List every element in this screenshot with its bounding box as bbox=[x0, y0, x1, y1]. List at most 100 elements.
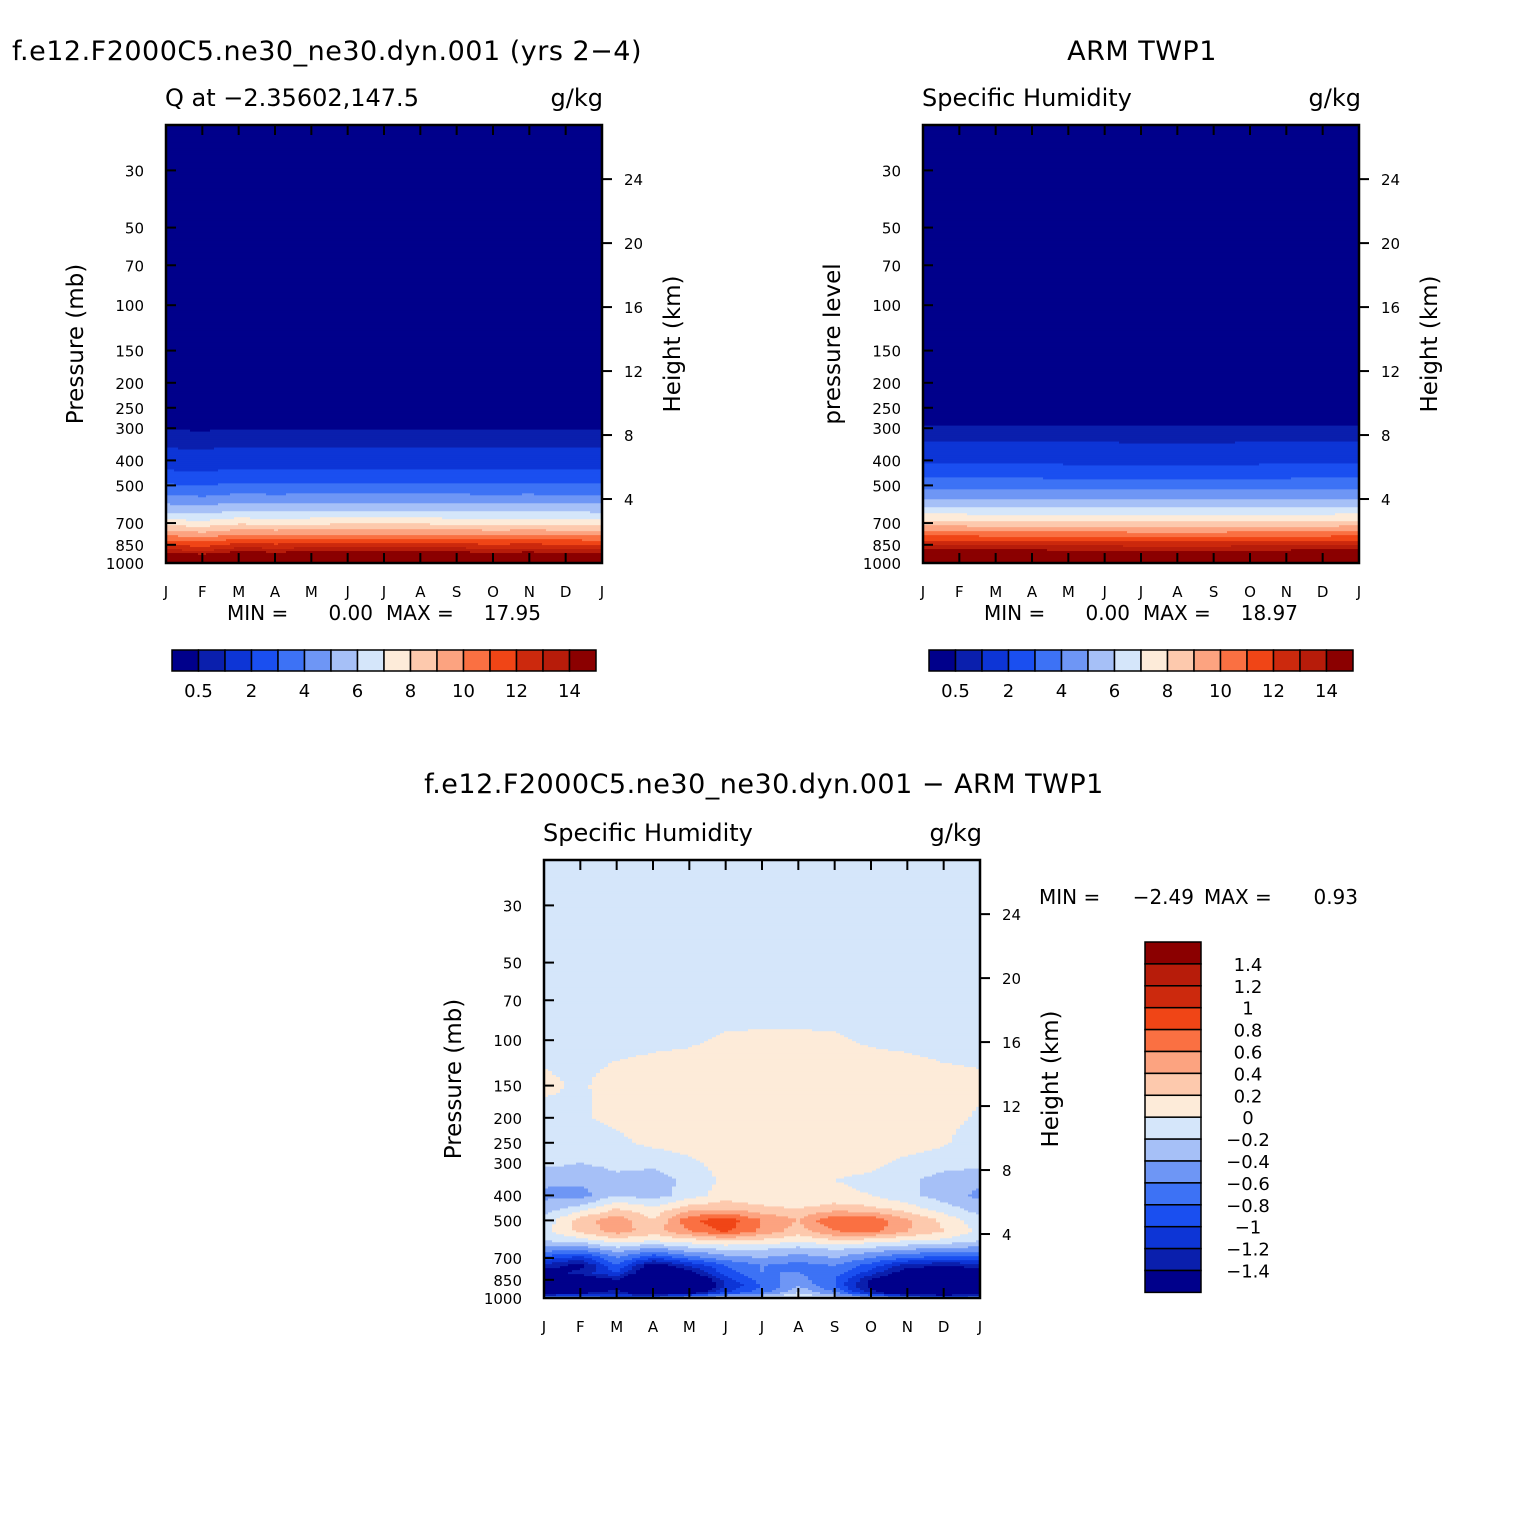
heatmap-cell bbox=[596, 1222, 633, 1225]
x-tick-label: J bbox=[541, 1318, 546, 1336]
colorbar-box bbox=[1144, 1269, 1202, 1294]
x-tick-label: F bbox=[576, 1318, 585, 1336]
heatmap-cell bbox=[166, 232, 602, 236]
heatmap-cell bbox=[544, 961, 980, 965]
heatmap-cell bbox=[644, 1262, 673, 1265]
heatmap-cell bbox=[880, 1196, 929, 1200]
heatmap-cell bbox=[923, 373, 1359, 377]
heatmap-cell bbox=[214, 447, 602, 451]
heatmap-cell bbox=[544, 1029, 749, 1032]
heatmap-cell bbox=[604, 1166, 709, 1170]
heatmap-cell bbox=[672, 1049, 889, 1052]
y-tick-label: 500 bbox=[115, 477, 144, 495]
heatmap-cell bbox=[544, 1047, 689, 1050]
heatmap-cell bbox=[936, 1220, 965, 1223]
heatmap-cell bbox=[832, 1202, 837, 1206]
heatmap-cell bbox=[564, 1164, 593, 1168]
y2-tick-label: 20 bbox=[1381, 235, 1400, 253]
heatmap-cell bbox=[940, 1222, 965, 1225]
colorbar-box bbox=[462, 649, 491, 672]
heatmap-cell bbox=[544, 927, 980, 931]
heatmap-cell bbox=[210, 525, 602, 528]
heatmap-cell bbox=[600, 1244, 641, 1247]
heatmap-cell bbox=[920, 1182, 980, 1186]
heatmap-cell bbox=[592, 1164, 705, 1168]
heatmap-cell bbox=[708, 1190, 861, 1194]
heatmap-cell bbox=[576, 1230, 605, 1233]
heatmap-cell bbox=[544, 1007, 980, 1010]
heatmap-cell bbox=[544, 1152, 681, 1156]
heatmap-cell bbox=[928, 1196, 973, 1200]
heatmap-cell bbox=[166, 353, 602, 357]
heatmap-cell bbox=[676, 1184, 713, 1188]
heatmap-cell bbox=[672, 1208, 893, 1211]
heatmap-cell bbox=[848, 1037, 980, 1040]
colorbar-box bbox=[277, 649, 306, 672]
heatmap-cell bbox=[923, 357, 1359, 361]
heatmap-cell bbox=[892, 1272, 980, 1275]
heatmap-cell bbox=[923, 369, 1359, 373]
panel-model: f.e12.F2000C5.ne30_ne30.dyn.001 (yrs 2−4… bbox=[12, 36, 686, 702]
panel-model-units: g/kg bbox=[551, 84, 603, 112]
heatmap-cell bbox=[923, 158, 1359, 162]
heatmap-cell bbox=[923, 338, 1359, 341]
heatmap-cell bbox=[923, 254, 1359, 257]
heatmap-cell bbox=[944, 1144, 980, 1148]
heatmap-cell bbox=[636, 1264, 645, 1267]
heatmap-cell bbox=[716, 1258, 865, 1261]
heatmap-cell bbox=[923, 479, 1359, 482]
heatmap-cell bbox=[166, 515, 602, 518]
heatmap-cell bbox=[896, 1158, 980, 1162]
y-tick-label: 700 bbox=[872, 515, 901, 533]
heatmap-cell bbox=[166, 539, 227, 542]
heatmap-cell bbox=[923, 164, 1359, 168]
heatmap-cell bbox=[923, 353, 1359, 357]
heatmap-cell bbox=[572, 1222, 597, 1225]
heatmap-cell bbox=[608, 1274, 621, 1277]
heatmap-cell bbox=[636, 1272, 697, 1275]
heatmap-cell bbox=[844, 1282, 857, 1285]
y-tick-label: 150 bbox=[872, 343, 901, 361]
heatmap-cell bbox=[544, 981, 980, 985]
heatmap-cell bbox=[708, 1224, 737, 1227]
heatmap-cell bbox=[744, 1284, 761, 1287]
heatmap-cell bbox=[544, 1142, 637, 1146]
heatmap-cell bbox=[923, 495, 1359, 498]
heatmap-cell bbox=[166, 445, 602, 449]
heatmap-cell bbox=[868, 1045, 980, 1048]
heatmap-cell bbox=[544, 1073, 553, 1076]
heatmap-cell bbox=[166, 391, 602, 395]
heatmap-cell bbox=[166, 302, 602, 305]
heatmap-cell bbox=[544, 989, 980, 992]
heatmap-cell bbox=[848, 1286, 857, 1289]
heatmap-cell bbox=[592, 1096, 980, 1100]
heatmap-cell bbox=[864, 1204, 917, 1208]
heatmap-cell bbox=[166, 377, 602, 381]
heatmap-cell bbox=[732, 1200, 901, 1204]
heatmap-cell bbox=[692, 1242, 781, 1245]
heatmap-cell bbox=[923, 405, 1359, 409]
heatmap-cell bbox=[604, 1122, 965, 1126]
heatmap-cell bbox=[592, 1194, 673, 1198]
heatmap-cell bbox=[466, 547, 602, 550]
heatmap-cell bbox=[692, 1270, 705, 1273]
heatmap-cell bbox=[923, 409, 1359, 413]
colorbar-box bbox=[1034, 649, 1063, 672]
heatmap-cell bbox=[972, 1196, 980, 1200]
heatmap-cell bbox=[632, 1262, 645, 1265]
heatmap-cell bbox=[923, 381, 1359, 385]
y-tick-label: 400 bbox=[115, 452, 144, 470]
heatmap-cell bbox=[592, 1077, 980, 1080]
heatmap-cell bbox=[796, 1246, 801, 1249]
heatmap-cell bbox=[923, 379, 1359, 383]
heatmap-cell bbox=[544, 1168, 609, 1172]
heatmap-cell bbox=[923, 144, 1359, 148]
heatmap-cell bbox=[923, 349, 1359, 353]
heatmap-cell bbox=[544, 957, 980, 961]
x-tick-label: D bbox=[938, 1318, 950, 1336]
heatmap-cell bbox=[544, 1280, 713, 1283]
heatmap-cell bbox=[884, 1270, 901, 1273]
heatmap-cell bbox=[166, 338, 602, 341]
heatmap-cell bbox=[923, 543, 1359, 546]
heatmap-cell bbox=[923, 298, 1359, 301]
